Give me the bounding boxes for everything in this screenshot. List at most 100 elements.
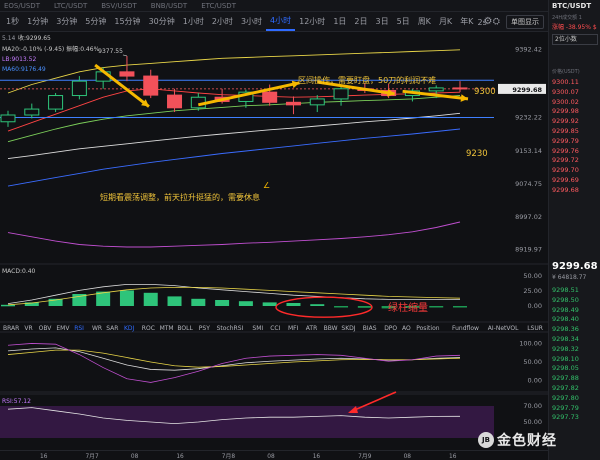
indicator-tab[interactable]: SMI bbox=[252, 325, 263, 332]
kdj-line bbox=[7, 343, 461, 383]
ask-row[interactable]: 9299.69 bbox=[552, 175, 579, 184]
bid-row[interactable]: 9298.49 bbox=[552, 305, 579, 314]
timeframe-tab[interactable]: 年K bbox=[460, 16, 474, 26]
ask-row[interactable]: 9299.98 bbox=[552, 107, 579, 116]
bid-row[interactable]: 9297.82 bbox=[552, 383, 579, 392]
ask-row[interactable]: 9299.92 bbox=[552, 117, 579, 126]
rsi-band bbox=[0, 406, 494, 438]
indicator-tab[interactable]: BBW bbox=[324, 325, 338, 332]
indicator-tab[interactable]: VR bbox=[24, 325, 32, 332]
ma-label: MA60:9176.49 bbox=[2, 66, 46, 73]
timeframe-tab[interactable]: 4小时 bbox=[266, 13, 296, 31]
bid-row[interactable]: 9298.05 bbox=[552, 364, 579, 373]
timeframe-tab[interactable]: 3日 bbox=[375, 16, 389, 26]
ask-row[interactable]: 9300.02 bbox=[552, 97, 579, 106]
ask-row[interactable]: 9299.70 bbox=[552, 166, 579, 175]
ask-row[interactable]: 9299.79 bbox=[552, 136, 579, 145]
ask-list: 9300.11 9300.07 9300.02 9299.98 9299.92 9299.… bbox=[552, 78, 600, 196]
pair-tab[interactable]: EOS/USDT bbox=[4, 1, 40, 10]
indicator-tab[interactable]: EMV bbox=[56, 325, 70, 332]
watermark-logo: JB 金色财经 bbox=[478, 430, 557, 450]
bid-row[interactable]: 9298.32 bbox=[552, 344, 579, 353]
bid-row[interactable]: 9298.34 bbox=[552, 334, 579, 343]
ask-row[interactable]: 9299.76 bbox=[552, 146, 579, 155]
timeframe-tab[interactable]: 1小时 bbox=[182, 16, 204, 26]
indicator-tab[interactable]: RSI bbox=[74, 325, 84, 332]
arrow-head bbox=[387, 88, 395, 97]
toolbar-right: 2s ⛭ 单图显示 bbox=[478, 15, 544, 29]
depth-select[interactable]: 2位小数 bbox=[552, 34, 598, 45]
arrow-annotation bbox=[402, 89, 469, 101]
ask-row[interactable]: 9299.85 bbox=[552, 126, 579, 135]
indicator-tab[interactable]: PSY bbox=[199, 325, 210, 332]
indicator-tab[interactable]: Position bbox=[416, 325, 440, 332]
ask-row[interactable]: 9300.11 bbox=[552, 78, 579, 86]
macd-bar bbox=[453, 306, 467, 308]
ask-row[interactable]: 9299.68 bbox=[552, 185, 579, 194]
indicator-tab[interactable]: SKDJ bbox=[341, 325, 355, 332]
y-tick-label: 9153.14 bbox=[515, 147, 542, 155]
timeframe-tab[interactable]: 5分钟 bbox=[85, 16, 107, 26]
timeframe-tab[interactable]: 1分钟 bbox=[27, 16, 49, 26]
pair-tab[interactable]: LTC/USDT bbox=[53, 1, 88, 10]
indicator-tab[interactable]: KDJ bbox=[124, 325, 135, 332]
bid-row[interactable]: 9297.79 bbox=[552, 403, 579, 412]
kdj-line bbox=[7, 349, 461, 368]
pair-tab[interactable]: ETC/USDT bbox=[201, 1, 236, 10]
indicator-tab[interactable]: MFI bbox=[288, 325, 299, 332]
timeframe-tab[interactable]: 2小时 bbox=[211, 16, 233, 26]
chart-type-select[interactable]: 单图显示 bbox=[506, 15, 544, 29]
timeframe-tab[interactable]: 12小时 bbox=[299, 16, 326, 26]
gear-icon[interactable]: ⚙ bbox=[483, 16, 493, 27]
indicator-tab[interactable]: ATR bbox=[306, 325, 317, 332]
timeframe-tab[interactable]: 1日 bbox=[333, 16, 347, 26]
indicator-tab[interactable]: AO bbox=[402, 325, 411, 332]
indicator-tab[interactable]: MTM bbox=[160, 325, 174, 332]
rsi-label: RSI:57.12 bbox=[2, 398, 31, 405]
pair-tab[interactable]: BSV/USDT bbox=[101, 1, 137, 10]
indicator-tab[interactable]: WR bbox=[92, 325, 102, 332]
timeframe-tab[interactable]: 2日 bbox=[354, 16, 368, 26]
indicator-tab[interactable]: SAR bbox=[106, 325, 118, 332]
bid-row[interactable]: 9298.50 bbox=[552, 295, 579, 304]
indicator-tab[interactable]: ROC bbox=[142, 325, 155, 332]
bid-row[interactable]: 9298.10 bbox=[552, 354, 579, 363]
indicator-tab[interactable]: OBV bbox=[39, 325, 53, 332]
indicator-tab[interactable]: AI-NetVOL bbox=[488, 325, 519, 332]
bid-row[interactable]: 9297.73 bbox=[552, 413, 579, 422]
timeframe-tab[interactable]: 1秒 bbox=[6, 16, 20, 26]
x-tick-label: 7月7 bbox=[85, 453, 99, 460]
indicator-tab[interactable]: BRAR bbox=[3, 325, 19, 332]
indicator-tab[interactable]: Fundflow bbox=[452, 325, 479, 332]
indicator-tab[interactable]: BOLL bbox=[177, 325, 193, 332]
macd-bar bbox=[24, 302, 39, 306]
timeframe-tab[interactable]: 3分钟 bbox=[56, 16, 78, 26]
ask-row[interactable]: 9300.07 bbox=[552, 87, 579, 96]
bid-row[interactable]: 9298.36 bbox=[552, 325, 579, 334]
bid-row[interactable]: 9297.80 bbox=[552, 393, 579, 402]
indicator-tab[interactable]: BIAS bbox=[363, 325, 377, 332]
last-price-tag bbox=[498, 83, 546, 94]
ma-label: LB:9013.52 bbox=[2, 56, 36, 63]
timeframe-tab[interactable]: 月K bbox=[438, 16, 453, 26]
pair-tabs: EOS/USDT LTC/USDT BSV/USDT BNB/USDT ETC/USDT bbox=[0, 0, 548, 12]
indicator-tab[interactable]: LSUR bbox=[527, 325, 543, 332]
settings-icon[interactable]: ⛭ bbox=[492, 17, 500, 27]
pair-tab[interactable]: BNB/USDT bbox=[150, 1, 188, 10]
chart-area[interactable]: 5.14 收:9299.65 MA20:-0.10% (-9.45) 振幅:0.46… bbox=[0, 32, 548, 450]
indicator-tab[interactable]: StochRSI bbox=[217, 325, 244, 332]
bid-row[interactable]: 9297.88 bbox=[552, 374, 579, 383]
indicator-tab[interactable]: CCI bbox=[270, 325, 280, 332]
panel-title: BTC/USDT bbox=[552, 2, 592, 10]
timeframe-tab[interactable]: 5日 bbox=[396, 16, 410, 26]
interval-button[interactable]: 2s bbox=[477, 17, 487, 27]
bid-row[interactable]: 9298.40 bbox=[552, 315, 579, 324]
bid-row[interactable]: 9298.51 bbox=[552, 286, 579, 294]
timeframe-tab[interactable]: 15分钟 bbox=[114, 16, 141, 26]
indicator-tab[interactable]: DPO bbox=[384, 325, 397, 332]
macd-y-tick: 50.00 bbox=[523, 272, 542, 280]
ask-row[interactable]: 9299.72 bbox=[552, 156, 579, 165]
timeframe-tab[interactable]: 周K bbox=[417, 16, 431, 26]
timeframe-tab[interactable]: 3小时 bbox=[240, 16, 263, 26]
timeframe-tab[interactable]: 30分钟 bbox=[148, 16, 175, 26]
